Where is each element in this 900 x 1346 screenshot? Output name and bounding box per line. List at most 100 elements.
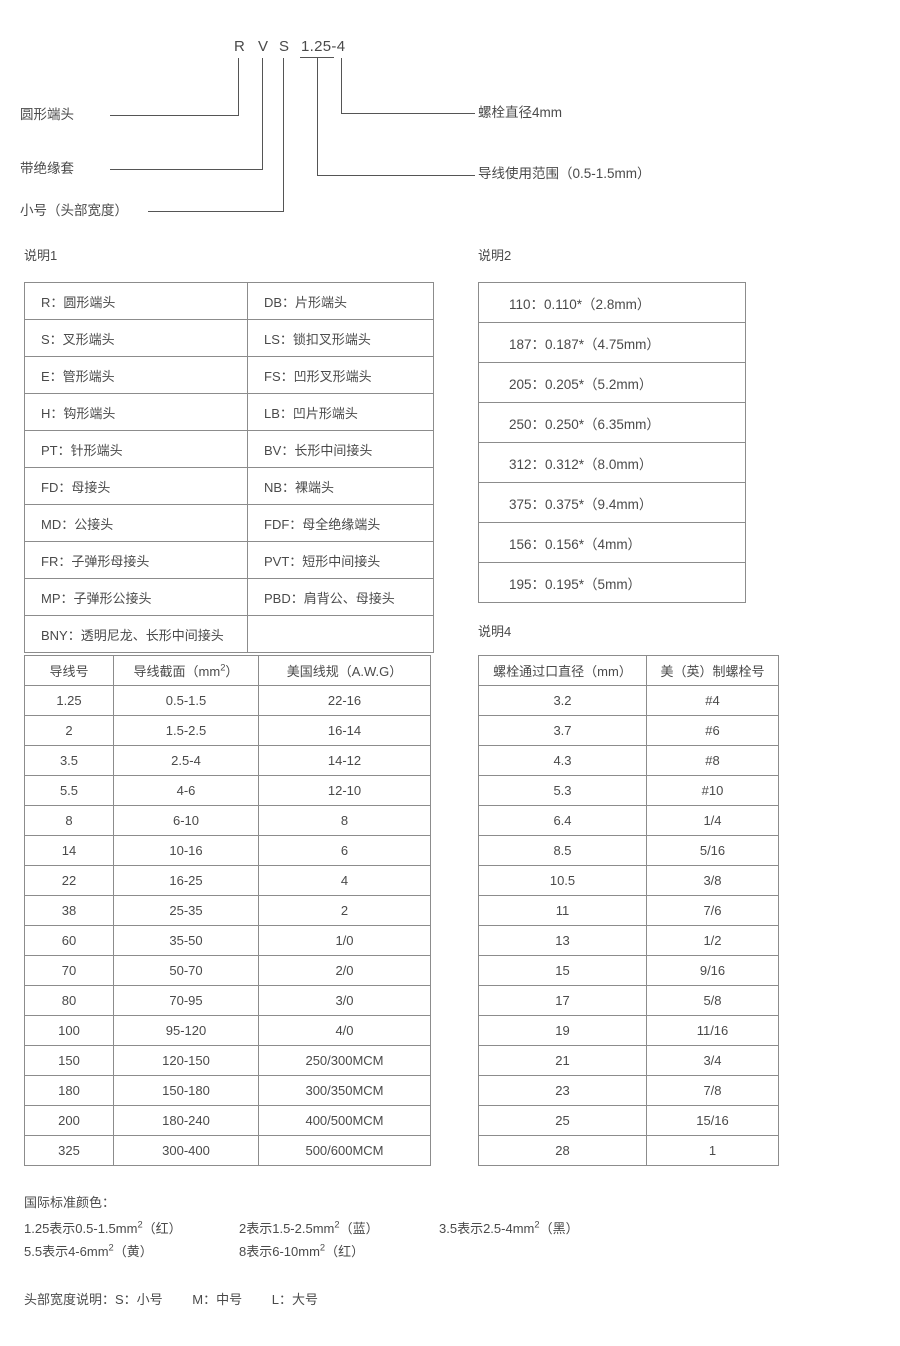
table-row: 180 150-180 300/350MCM xyxy=(24,1075,431,1106)
table-row: 150 120-150 250/300MCM xyxy=(24,1045,431,1076)
table-row: 17 5/8 xyxy=(478,985,779,1016)
head-width-legend: 头部宽度说明：S：小号 M：中号 L：大号 xyxy=(24,1293,318,1306)
table-cell: 150 xyxy=(24,1045,114,1076)
table-cell: 1.25 xyxy=(24,685,114,716)
label-round-terminal: 圆形端头 xyxy=(20,107,74,122)
column-header: 导线号 xyxy=(24,655,114,686)
table-cell: 120-150 xyxy=(113,1045,259,1076)
table-row: S：叉形端头 LS：锁扣叉形端头 xyxy=(24,319,434,357)
table-cell: 11/16 xyxy=(646,1015,779,1046)
table-cell: 21 xyxy=(478,1045,647,1076)
table-cell: 5/16 xyxy=(646,835,779,866)
table-row: 205：0.205*（5.2mm） xyxy=(478,362,746,403)
part-number-breakdown-diagram: R V S 1.25-4 圆形端头 带绝缘套 小号（头部宽度） 螺栓直径4mm … xyxy=(0,0,900,232)
label-bolt-diameter: 螺栓直径4mm xyxy=(478,105,562,120)
table-cell: 25 xyxy=(478,1105,647,1136)
table-row: 3.7 #6 xyxy=(478,715,779,746)
table-cell: 2/0 xyxy=(258,955,431,986)
head-width-medium: M：中号 xyxy=(192,1292,243,1307)
table-cell: 25-35 xyxy=(113,895,259,926)
table-cell: MD：公接头 xyxy=(24,504,248,542)
leader-line-bolt-diameter xyxy=(340,58,475,115)
table-cell: 1 xyxy=(646,1135,779,1166)
table-cell: 187：0.187*（4.75mm） xyxy=(478,322,746,363)
table-cell: 38 xyxy=(24,895,114,926)
table-cell: 8 xyxy=(258,805,431,836)
table-cell: 156：0.156*（4mm） xyxy=(478,522,746,563)
table-row: 312：0.312*（8.0mm） xyxy=(478,442,746,483)
table-cell: 17 xyxy=(478,985,647,1016)
table-cell: 5.5 xyxy=(24,775,114,806)
table-row: 325 300-400 500/600MCM xyxy=(24,1135,431,1166)
table-cell: 10-16 xyxy=(113,835,259,866)
table-cell: 0.5-1.5 xyxy=(113,685,259,716)
table-cell: 16-25 xyxy=(113,865,259,896)
table-cell: 15 xyxy=(478,955,647,986)
table-cell: H：钩形端头 xyxy=(24,393,248,431)
table-cell: 1/2 xyxy=(646,925,779,956)
column-header: 导线截面（mm2） xyxy=(113,655,259,686)
table-row: MP：子弹形公接头 PBD：肩背公、母接头 xyxy=(24,578,434,616)
table-cell: 5.3 xyxy=(478,775,647,806)
table-cell: 325 xyxy=(24,1135,114,1166)
table-cell: 3/4 xyxy=(646,1045,779,1076)
table-cell: 9/16 xyxy=(646,955,779,986)
table-cell: 3/8 xyxy=(646,865,779,896)
table-row: H：钩形端头 LB：凹片形端头 xyxy=(24,393,434,431)
table-cell: 375：0.375*（9.4mm） xyxy=(478,482,746,523)
table-row: 19 11/16 xyxy=(478,1015,779,1046)
table-cell: BNY：透明尼龙、长形中间接头 xyxy=(24,615,248,653)
table-cell: 150-180 xyxy=(113,1075,259,1106)
table-cell: 8.5 xyxy=(478,835,647,866)
table-cell: 205：0.205*（5.2mm） xyxy=(478,362,746,403)
table-cell: 14-12 xyxy=(258,745,431,776)
table-cell: #4 xyxy=(646,685,779,716)
table-row: 375：0.375*（9.4mm） xyxy=(478,482,746,523)
column-header: 螺栓通过口直径（mm） xyxy=(478,655,647,686)
column-header: 美国线规（A.W.G） xyxy=(258,655,431,686)
table-row: 200 180-240 400/500MCM xyxy=(24,1105,431,1136)
table-cell: 200 xyxy=(24,1105,114,1136)
table-row: 156：0.156*（4mm） xyxy=(478,522,746,563)
label-head-width: 小号（头部宽度） xyxy=(20,203,128,218)
color-standard-title: 国际标准颜色： xyxy=(24,1195,116,1210)
table-cell: 4 xyxy=(258,865,431,896)
table-row: 1.25 0.5-1.5 22-16 xyxy=(24,685,431,716)
code-char-r: R xyxy=(234,38,246,55)
table-row: PT：针形端头 BV：长形中间接头 xyxy=(24,430,434,468)
color-note-cell: 3.5表示2.5-4mm2（黑） xyxy=(439,1219,579,1236)
table-row: 22 16-25 4 xyxy=(24,865,431,896)
table-row: 23 7/8 xyxy=(478,1075,779,1106)
color-note-cell: 2表示1.5-2.5mm2（蓝） xyxy=(239,1219,379,1236)
label-wire-range: 导线使用范围（0.5-1.5mm） xyxy=(478,166,651,181)
table-row: 195：0.195*（5mm） xyxy=(478,562,746,603)
table-row: 21 3/4 xyxy=(478,1045,779,1076)
table-row: 3.5 2.5-4 14-12 xyxy=(24,745,431,776)
table-cell: BV：长形中间接头 xyxy=(247,430,434,468)
table-cell: 312：0.312*（8.0mm） xyxy=(478,442,746,483)
table-cell: 7/6 xyxy=(646,895,779,926)
code-char-size: 1.25-4 xyxy=(301,38,346,55)
table-cell: 3/0 xyxy=(258,985,431,1016)
color-note-cell: 5.5表示4-6mm2（黄） xyxy=(24,1242,153,1259)
table-cell: 12-10 xyxy=(258,775,431,806)
table-cell: 8 xyxy=(24,805,114,836)
table-cell: 195：0.195*（5mm） xyxy=(478,562,746,603)
table-cell: 1/4 xyxy=(646,805,779,836)
table-cell: 6.4 xyxy=(478,805,647,836)
table-cell: 35-50 xyxy=(113,925,259,956)
leader-lines xyxy=(110,56,475,213)
table-cell: DB：片形端头 xyxy=(247,282,434,320)
table-cell: 22 xyxy=(24,865,114,896)
table-cell: 110：0.110*（2.8mm） xyxy=(478,282,746,323)
leader-line-wire-range xyxy=(316,57,475,177)
table-cell: LS：锁扣叉形端头 xyxy=(247,319,434,357)
color-note-cell: 8表示6-10mm2（红） xyxy=(239,1242,365,1259)
table-row: R：圆形端头 DB：片形端头 xyxy=(24,282,434,320)
table-cell: 5/8 xyxy=(646,985,779,1016)
head-width-large: L：大号 xyxy=(271,1292,318,1307)
table-cell: R：圆形端头 xyxy=(24,282,248,320)
table-row: 28 1 xyxy=(478,1135,779,1166)
table-row: 187：0.187*（4.75mm） xyxy=(478,322,746,363)
table-cell: 4.3 xyxy=(478,745,647,776)
